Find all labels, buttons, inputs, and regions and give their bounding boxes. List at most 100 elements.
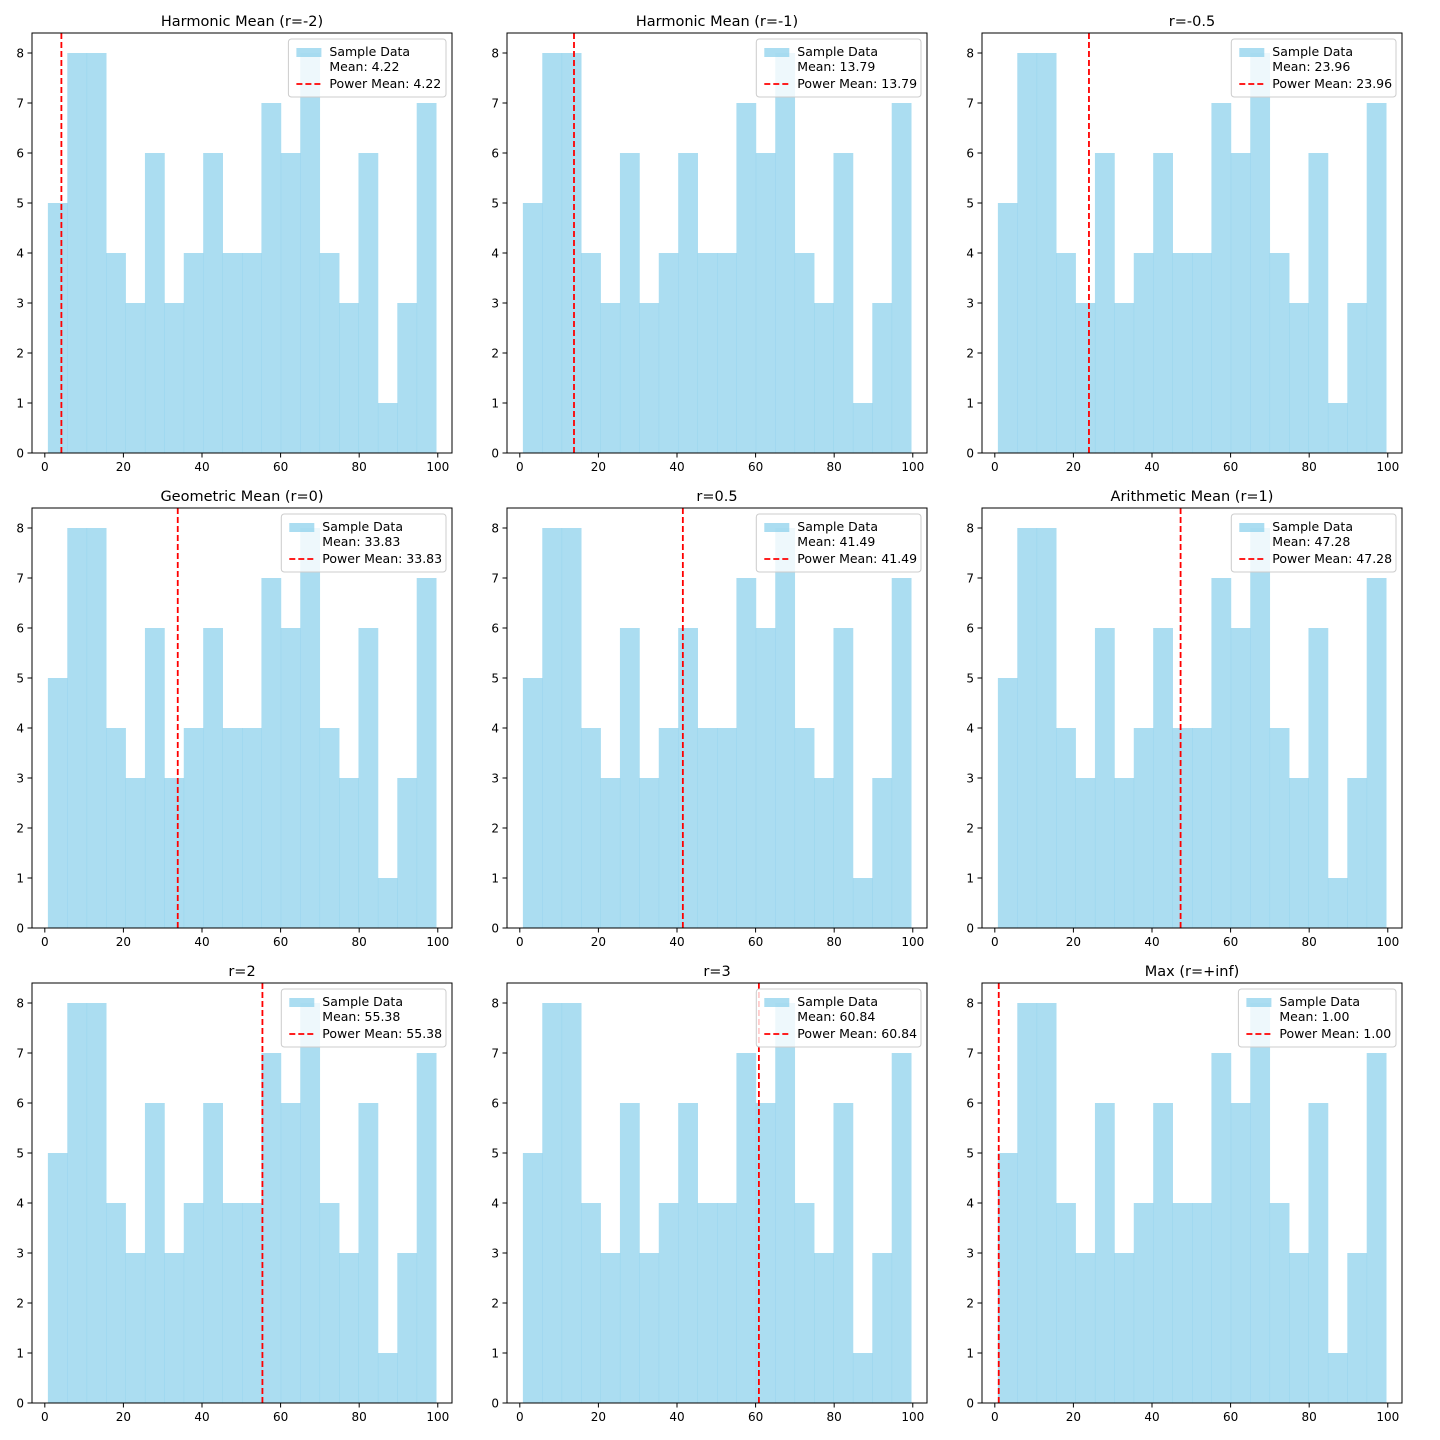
y-tick-label: 4 <box>491 722 499 736</box>
x-tick-label: 100 <box>426 1410 449 1424</box>
x-tick-label: 40 <box>669 460 684 474</box>
histogram-bar <box>794 253 815 453</box>
subplot-6: 0 20 40 60 80 100 0 1 2 3 4 5 6 7 8 Arithmetic Mean (r=… <box>966 489 1403 949</box>
legend-label-power-mean: Power Mean: 60.84 <box>797 1026 917 1041</box>
histogram-bar <box>1133 1203 1154 1403</box>
x-tick-label: 60 <box>748 1410 763 1424</box>
histogram-bar <box>319 253 340 453</box>
histogram-bar <box>678 628 698 928</box>
histogram-bar <box>852 1353 873 1403</box>
histogram-bar <box>1250 528 1271 928</box>
histogram-bar <box>1347 778 1368 928</box>
x-tick-label: 20 <box>1066 935 1081 949</box>
subplot-title: Harmonic Mean (r=-2) <box>161 14 323 30</box>
histogram-bar <box>1133 253 1154 453</box>
histogram-bar <box>261 103 282 453</box>
histogram-bar <box>619 628 640 928</box>
legend-swatch-sample-data <box>289 998 315 1007</box>
histogram-bar <box>997 1153 1018 1403</box>
y-tick-label: 8 <box>491 997 499 1011</box>
histogram-bar <box>658 1203 679 1403</box>
legend-label-sample-data: Sample Data <box>322 519 403 534</box>
histogram-bar <box>833 1103 854 1403</box>
y-tick-label: 0 <box>16 922 24 936</box>
histogram-bar <box>280 153 301 453</box>
x-tick-label: 60 <box>748 935 763 949</box>
histogram-bar <box>678 1103 698 1403</box>
y-tick-label: 0 <box>16 447 24 461</box>
histogram-bar <box>1114 1253 1135 1403</box>
histogram-bar <box>619 1103 640 1403</box>
histogram-bar <box>1192 253 1212 453</box>
histogram-bar <box>697 728 718 928</box>
x-tick-label: 80 <box>352 460 367 474</box>
histogram-bar <box>67 53 88 453</box>
y-tick-label: 3 <box>491 772 499 786</box>
histogram-bar <box>1094 628 1115 928</box>
y-tick-label: 6 <box>16 147 24 161</box>
x-tick-label: 20 <box>591 935 606 949</box>
histogram-bar <box>1211 1053 1232 1403</box>
histogram-bar <box>1250 1003 1271 1403</box>
legend-label-power-mean: Power Mean: 4.22 <box>329 76 441 91</box>
legend-label-power-mean: Power Mean: 1.00 <box>1279 1026 1391 1041</box>
axes-frame <box>981 507 1403 929</box>
legend-label-mean: Mean: 1.00 <box>1279 1009 1349 1024</box>
histogram-bar <box>416 103 437 453</box>
x-tick-label: 20 <box>591 460 606 474</box>
y-tick-label: 1 <box>966 872 974 886</box>
histogram-bar <box>164 303 185 453</box>
histogram-bar <box>775 528 796 928</box>
histogram-bar <box>1075 1253 1096 1403</box>
histogram-bar <box>164 1253 185 1403</box>
histogram-bar <box>1075 303 1096 453</box>
x-tick-label: 0 <box>516 460 524 474</box>
y-tick-label: 2 <box>966 1297 974 1311</box>
legend-swatch-sample-data <box>1239 523 1265 532</box>
histogram-bar <box>522 678 543 928</box>
histogram-bar <box>1192 728 1212 928</box>
histogram-bar <box>1075 778 1096 928</box>
histogram-bar <box>1289 1253 1309 1403</box>
y-tick-label: 8 <box>966 47 974 61</box>
legend-swatch-sample-data <box>1239 48 1265 57</box>
y-tick-label: 2 <box>491 822 499 836</box>
histogram-bar <box>717 728 737 928</box>
histogram-bar <box>1172 728 1193 928</box>
histogram-bar <box>1269 253 1290 453</box>
y-tick-label: 3 <box>16 297 24 311</box>
histogram-bar <box>814 778 834 928</box>
y-tick-label: 3 <box>491 297 499 311</box>
histogram-bar <box>397 303 418 453</box>
axes-frame <box>506 32 928 454</box>
histogram-bar <box>280 628 301 928</box>
y-tick-label: 6 <box>491 622 499 636</box>
histogram-bar <box>755 628 776 928</box>
histogram-bar <box>814 303 834 453</box>
y-tick-label: 5 <box>491 672 499 686</box>
legend-box <box>1230 38 1397 98</box>
x-tick-label: 100 <box>1376 460 1399 474</box>
x-tick-label: 80 <box>1302 1410 1317 1424</box>
histogram-bar <box>300 53 321 453</box>
y-tick-label: 0 <box>966 922 974 936</box>
histogram-bar <box>377 403 398 453</box>
y-tick-label: 1 <box>491 872 499 886</box>
histogram-bar <box>1269 1203 1290 1403</box>
histogram-bar <box>377 1353 398 1403</box>
histogram-bar <box>1036 53 1057 453</box>
y-tick-label: 8 <box>16 997 24 1011</box>
x-tick-label: 40 <box>669 1410 684 1424</box>
y-tick-label: 3 <box>966 1247 974 1261</box>
x-tick-label: 20 <box>116 460 131 474</box>
legend-label-mean: Mean: 47.28 <box>1272 534 1350 549</box>
legend-label-sample-data: Sample Data <box>1272 519 1353 534</box>
subplot-title: r=3 <box>703 964 730 980</box>
x-tick-label: 80 <box>352 1410 367 1424</box>
